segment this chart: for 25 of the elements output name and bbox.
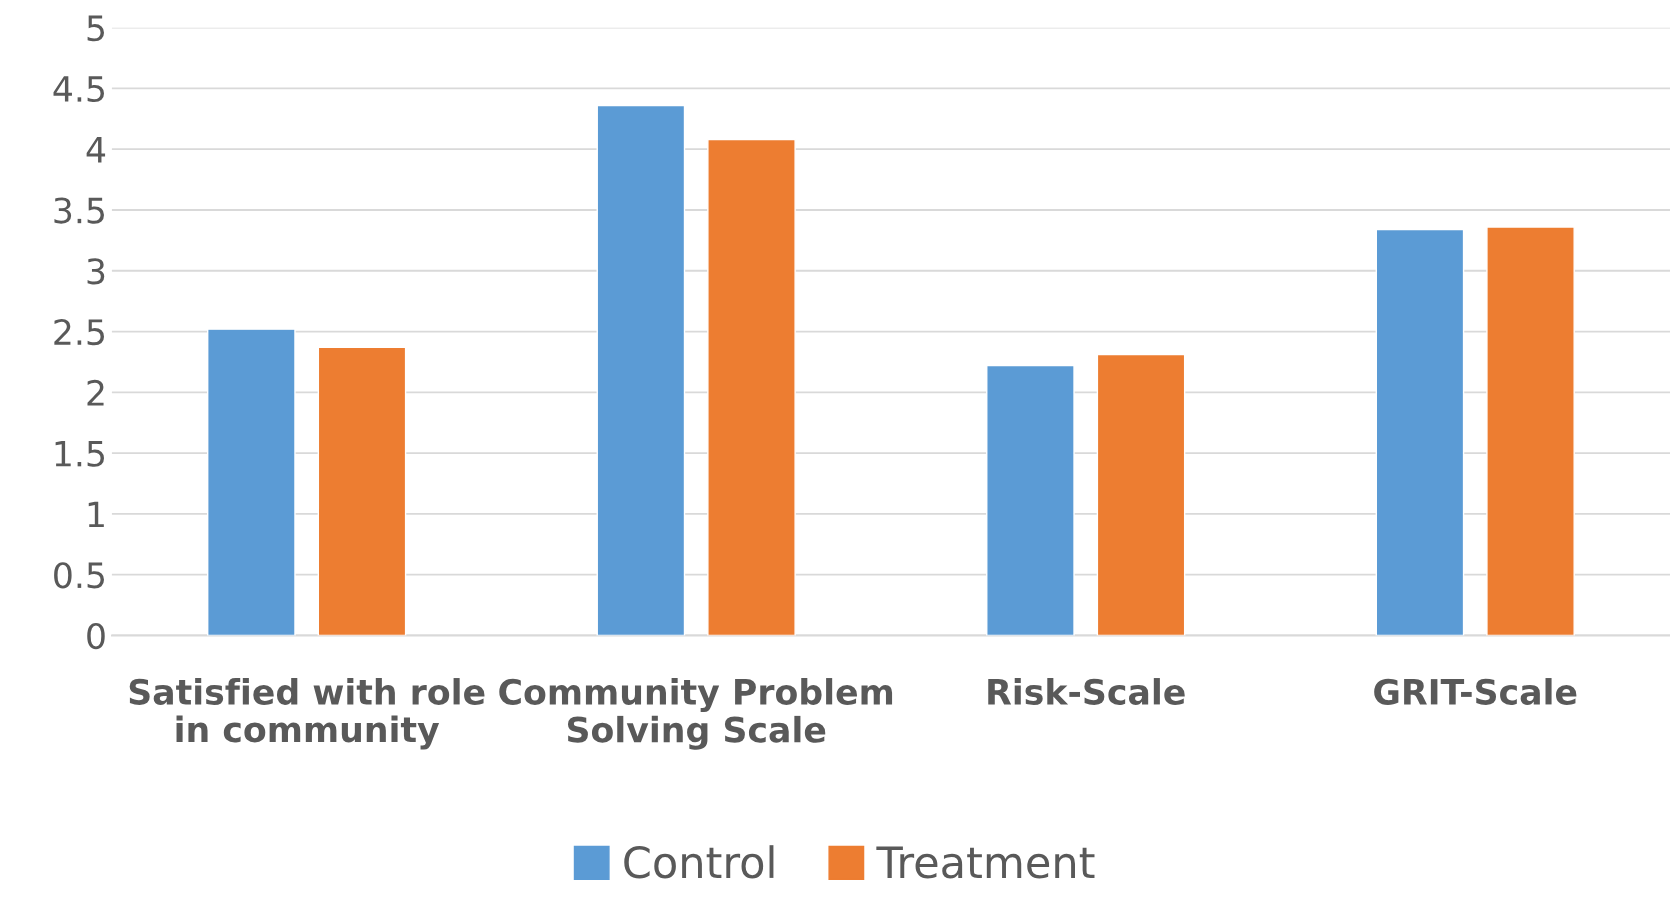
y-tick-label: 5 <box>87 15 104 42</box>
x-tick-label: GRIT-Scale <box>1374 678 1577 705</box>
bar <box>317 346 407 636</box>
y-tick-label: 3 <box>87 258 105 285</box>
bar <box>207 328 296 636</box>
y-tick-label: 0 <box>87 622 105 650</box>
bar <box>707 138 796 636</box>
x-tick-label: Community Problem Solving Scale <box>499 678 893 750</box>
y-tick-label: 4 <box>86 137 106 163</box>
x-tick-label: Satisfied with role in community <box>129 678 485 750</box>
x-tick-label: Risk-Scale <box>988 678 1185 705</box>
y-tick-label: 3.5 <box>54 197 104 224</box>
y-tick-label: 2.5 <box>54 318 104 346</box>
bar <box>1486 226 1575 636</box>
bar <box>596 104 686 636</box>
legend-label: Treatment <box>876 846 1095 879</box>
y-tick-label: 1.5 <box>55 441 104 467</box>
legend-label: Control <box>624 845 774 879</box>
bar <box>1096 353 1186 636</box>
y-tick-label: 2 <box>87 379 104 406</box>
y-tick-label: 1 <box>88 501 104 528</box>
bar <box>986 364 1075 636</box>
y-tick-label: 0.5 <box>54 562 104 589</box>
bar <box>1375 228 1465 636</box>
y-tick-label: 4.5 <box>53 76 104 103</box>
